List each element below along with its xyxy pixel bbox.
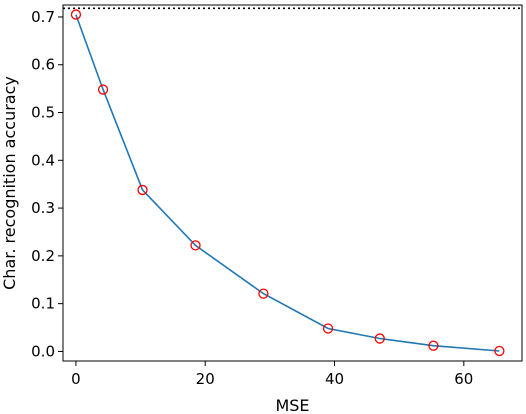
data-point-marker (97, 84, 109, 95)
plot-area (62, 4, 523, 362)
y-axis-label: Char. recognition accuracy (0, 76, 19, 290)
data-point-marker (494, 345, 505, 357)
x-axis-label: MSE (275, 396, 309, 414)
marker-layer (70, 9, 505, 357)
y-tick-label: 0.2 (31, 247, 55, 265)
data-point-marker (428, 340, 439, 351)
x-axis-ticks: 0 20 40 60 (71, 361, 473, 388)
data-point-marker (322, 323, 334, 334)
y-tick-label: 0.1 (31, 295, 55, 313)
series-line-layer (75, 14, 500, 352)
y-tick-label: 0.3 (31, 199, 55, 217)
data-point-marker (190, 240, 201, 251)
x-tick-label: 20 (196, 370, 215, 388)
x-tick-label: 0 (71, 370, 81, 388)
y-tick-label: 0.4 (31, 151, 55, 169)
data-point-marker (70, 9, 82, 20)
y-tick-label: 0.0 (31, 342, 55, 360)
y-tick-label: 0.5 (31, 104, 55, 122)
data-point-marker (137, 184, 148, 196)
x-tick-label: 40 (325, 370, 344, 388)
x-tick-label: 60 (454, 370, 473, 388)
y-tick-label: 0.6 (31, 56, 55, 74)
series-line (75, 14, 500, 352)
data-point-marker (258, 288, 269, 299)
y-tick-label: 0.7 (31, 8, 55, 26)
y-axis-ticks: 0.0 0.1 0.2 0.3 0.4 0.5 0.6 0.7 (31, 8, 63, 360)
data-point-marker (374, 333, 385, 344)
